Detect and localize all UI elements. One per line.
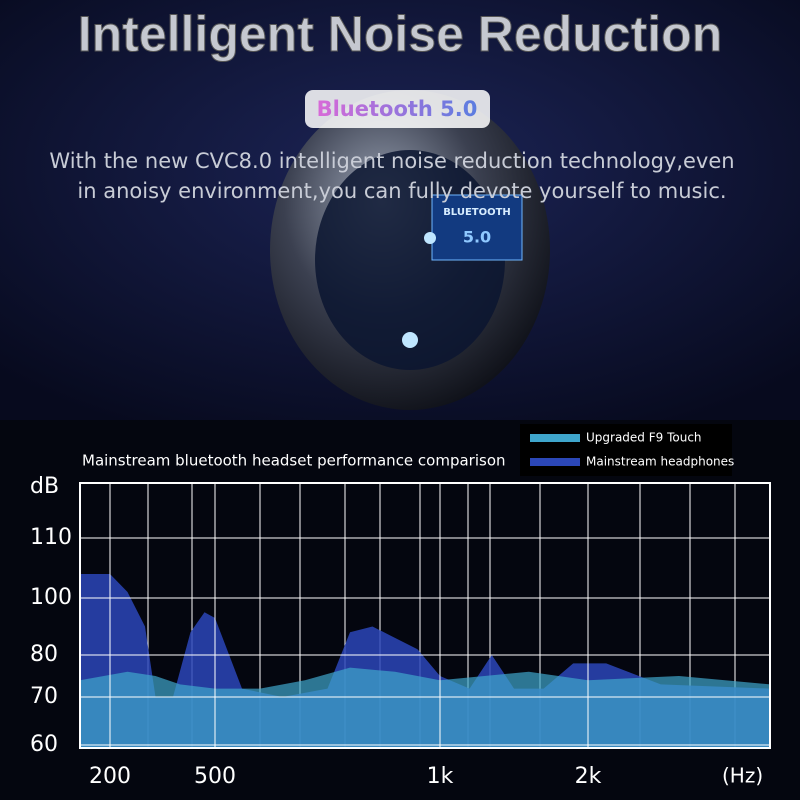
glow: [402, 332, 418, 348]
x-tick-label: 2k: [575, 764, 602, 789]
badge: Bluetooth 5.0: [317, 97, 478, 121]
y-tick-label: 70: [30, 684, 58, 709]
x-tick-label: 200: [89, 764, 131, 789]
y-tick-label: 80: [30, 642, 58, 667]
x-tick-label: 500: [194, 764, 236, 789]
chip: [431, 194, 523, 261]
legend-label: Mainstream headphones: [586, 455, 734, 469]
badge-bg: [305, 90, 490, 128]
y-tick-label: 110: [30, 525, 72, 550]
y-axis-label: dB: [30, 474, 59, 499]
plot-frame: [79, 482, 771, 749]
x-tick-label: 1k: [427, 764, 454, 789]
chip-version: 5.0: [463, 228, 491, 247]
glow: [424, 232, 436, 244]
legend-swatch: [530, 434, 580, 442]
legend-box: [520, 424, 732, 476]
description-line: in anoisy environment,you can fully devo…: [77, 179, 726, 203]
y-tick-label: 60: [30, 732, 58, 757]
description-line: With the new CVC8.0 intelligent noise re…: [49, 149, 734, 173]
chip-label: BLUETOOTH: [443, 207, 511, 218]
x-axis-label: (Hz): [722, 764, 763, 788]
banner-title: Intelligent Noise Reduction: [78, 6, 722, 62]
chart-title: Mainstream bluetooth headset performance…: [82, 452, 506, 470]
legend-label: Upgraded F9 Touch: [586, 431, 702, 445]
area: [80, 667, 770, 748]
legend-swatch: [530, 458, 580, 466]
y-tick-label: 100: [30, 585, 72, 610]
